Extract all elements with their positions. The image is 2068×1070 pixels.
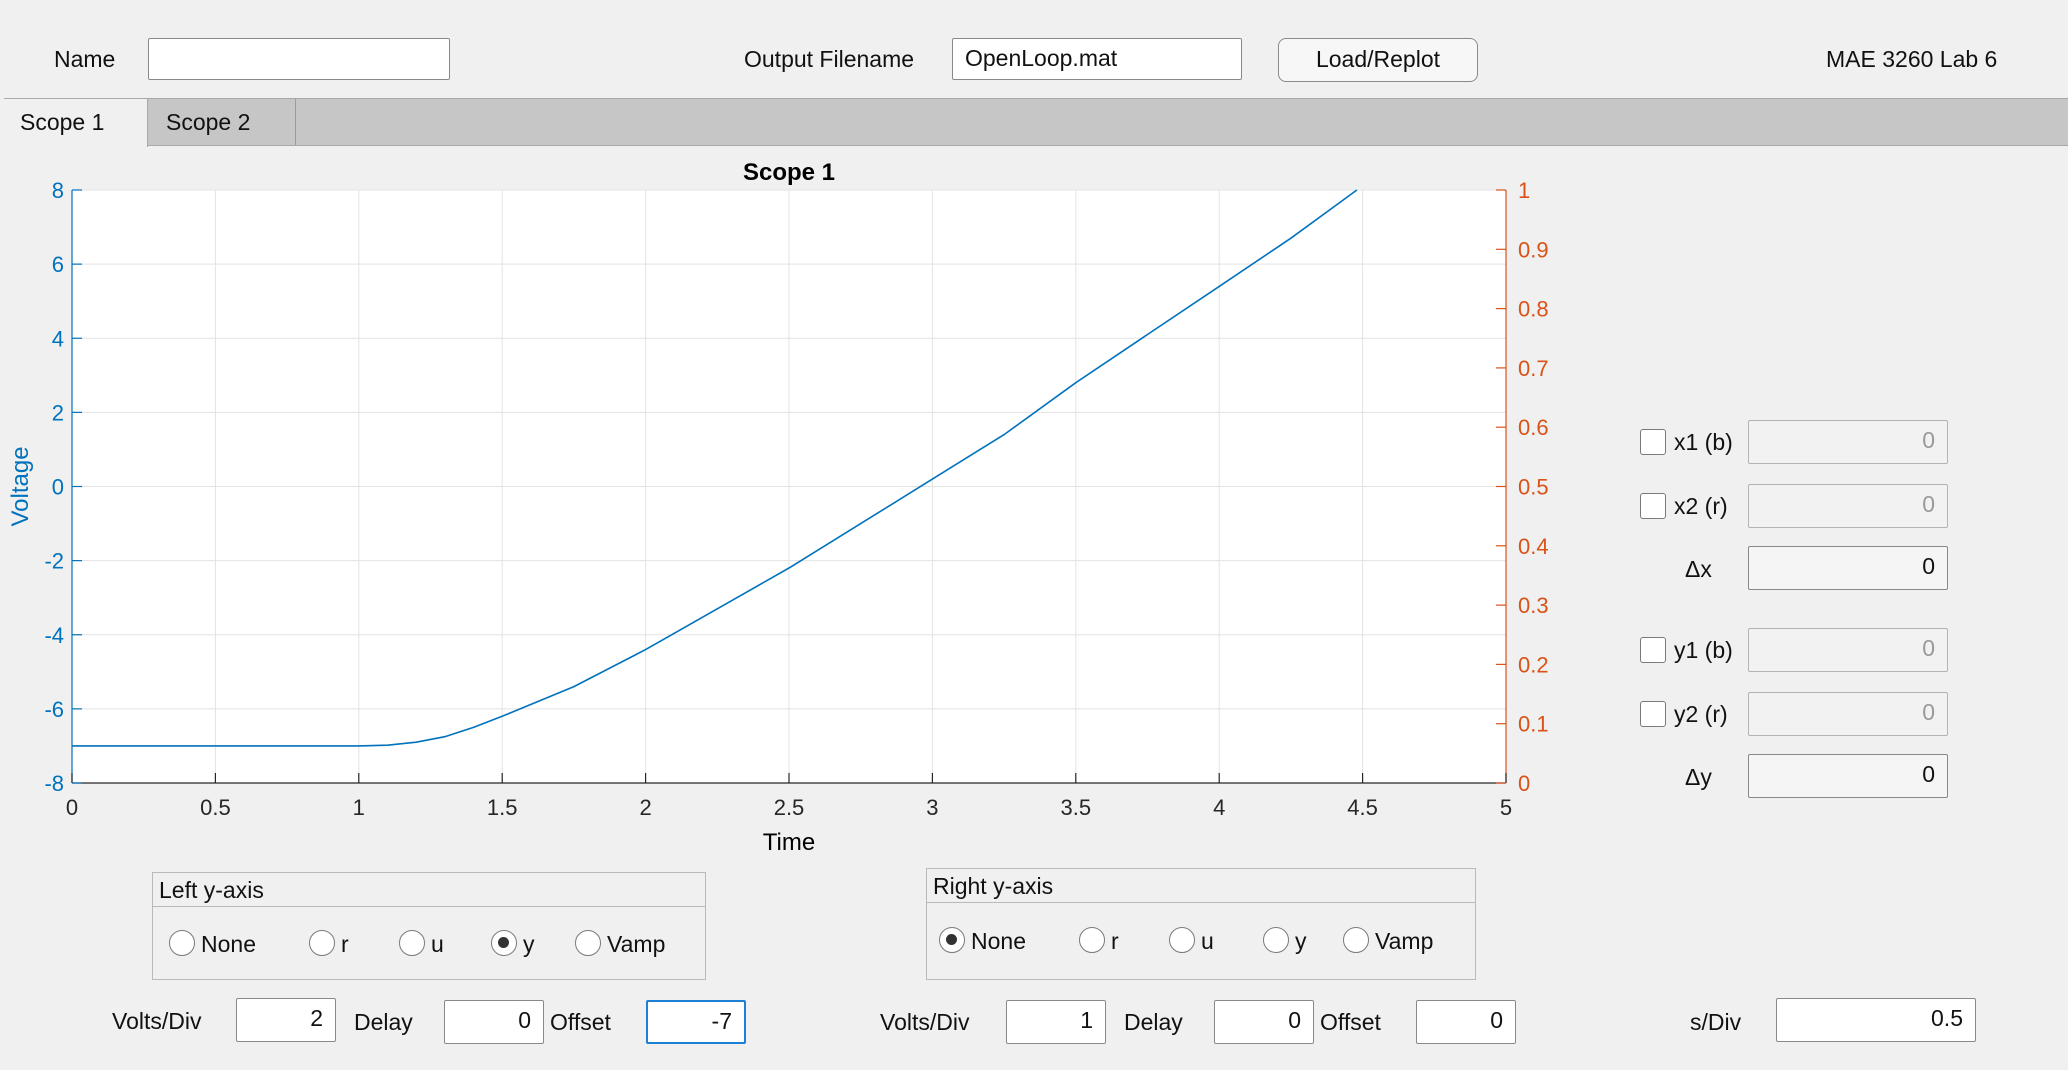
y1-field[interactable]: 0 bbox=[1748, 628, 1948, 672]
right-y-axis-title: Right y-axis bbox=[927, 869, 1475, 903]
right-offset-input[interactable]: 0 bbox=[1416, 1000, 1516, 1044]
right-y-axis-panel: Right y-axis None r u y Vamp bbox=[926, 868, 1476, 980]
right-radio-u-label: u bbox=[1201, 928, 1214, 954]
left-radio-vamp[interactable] bbox=[575, 930, 601, 956]
left-y-tick-label: 8 bbox=[52, 178, 64, 203]
x1-label: x1 (b) bbox=[1674, 429, 1733, 455]
x-tick-label: 2.5 bbox=[774, 795, 805, 820]
right-delay-label: Delay bbox=[1124, 1009, 1183, 1035]
right-radio-r[interactable] bbox=[1079, 927, 1105, 953]
right-radio-r-label: r bbox=[1111, 928, 1119, 954]
right-y-tick-label: 0.9 bbox=[1518, 237, 1549, 262]
left-y-tick-label: 6 bbox=[52, 252, 64, 277]
chart-title: Scope 1 bbox=[743, 159, 835, 186]
x-tick-label: 3.5 bbox=[1061, 795, 1092, 820]
right-y-tick-label: 0.7 bbox=[1518, 356, 1549, 381]
left-radio-none[interactable] bbox=[169, 930, 195, 956]
left-radio-none-label: None bbox=[201, 931, 256, 957]
right-radio-none-label: None bbox=[971, 928, 1026, 954]
series-line-voltage bbox=[72, 189, 1358, 747]
left-volts-div-input[interactable]: 2 bbox=[236, 998, 336, 1042]
s-div-input[interactable]: 0.5 bbox=[1776, 998, 1976, 1042]
delta-y-field: 0 bbox=[1748, 754, 1948, 798]
scope-chart[interactable]: 0 0.5 1 1.5 2 2.5 3 3.5 4 4.5 5 -8 -6 -4 -2 0 2 4 6 8 0 0.1 0.… bbox=[0, 150, 1600, 860]
right-y-tick-label: 0.3 bbox=[1518, 593, 1549, 618]
right-radio-y-label: y bbox=[1295, 928, 1307, 954]
left-offset-label: Offset bbox=[550, 1009, 611, 1035]
x2-field[interactable]: 0 bbox=[1748, 484, 1948, 528]
x-tick-label: 0.5 bbox=[200, 795, 231, 820]
x-tick-label: 0 bbox=[66, 795, 78, 820]
left-y-tick-label: -8 bbox=[44, 771, 64, 796]
x-tick-label: 1 bbox=[353, 795, 365, 820]
right-offset-label: Offset bbox=[1320, 1009, 1381, 1035]
left-y-tick-label: -6 bbox=[44, 697, 64, 722]
left-y-axis-title: Left y-axis bbox=[153, 873, 705, 907]
right-radio-y[interactable] bbox=[1263, 927, 1289, 953]
right-y-tick-label: 1 bbox=[1518, 178, 1530, 203]
output-filename-input[interactable]: OpenLoop.mat bbox=[952, 38, 1242, 80]
delta-y-label: Δy bbox=[1685, 764, 1712, 790]
y2-checkbox[interactable] bbox=[1640, 701, 1666, 727]
x-tick-label: 5 bbox=[1500, 795, 1512, 820]
y1-checkbox[interactable] bbox=[1640, 637, 1666, 663]
left-volts-div-label: Volts/Div bbox=[112, 1008, 202, 1034]
tab-bar: Scope 1 Scope 2 bbox=[4, 98, 2068, 147]
right-radio-vamp[interactable] bbox=[1343, 927, 1369, 953]
left-radio-y[interactable] bbox=[491, 930, 517, 956]
left-y-tick-label: -4 bbox=[44, 623, 64, 648]
left-y-axis-panel: Left y-axis None r u y Vamp bbox=[152, 872, 706, 980]
left-y-tick-label: -2 bbox=[44, 549, 64, 574]
x1-checkbox[interactable] bbox=[1640, 429, 1666, 455]
name-input[interactable] bbox=[148, 38, 450, 80]
right-delay-input[interactable]: 0 bbox=[1214, 1000, 1314, 1044]
x-tick-label: 4 bbox=[1213, 795, 1225, 820]
right-y-tick-label: 0.1 bbox=[1518, 712, 1549, 737]
left-radio-vamp-label: Vamp bbox=[607, 931, 666, 957]
left-radio-r-label: r bbox=[341, 931, 349, 957]
x1-field[interactable]: 0 bbox=[1748, 420, 1948, 464]
x2-label: x2 (r) bbox=[1674, 493, 1728, 519]
delta-x-field: 0 bbox=[1748, 546, 1948, 590]
left-delay-input[interactable]: 0 bbox=[444, 1000, 544, 1044]
right-volts-div-label: Volts/Div bbox=[880, 1009, 970, 1035]
s-div-label: s/Div bbox=[1690, 1009, 1742, 1035]
right-radio-vamp-label: Vamp bbox=[1375, 928, 1434, 954]
tab-scope-2[interactable]: Scope 2 bbox=[150, 99, 296, 145]
left-y-tick-label: 2 bbox=[52, 400, 64, 425]
tab-scope-1[interactable]: Scope 1 bbox=[4, 99, 148, 147]
right-y-tick-label: 0.8 bbox=[1518, 297, 1549, 322]
x-tick-label: 2 bbox=[639, 795, 651, 820]
right-volts-div-input[interactable]: 1 bbox=[1006, 1000, 1106, 1044]
x-tick-label: 4.5 bbox=[1347, 795, 1378, 820]
left-y-tick-label: 4 bbox=[52, 326, 64, 351]
lab-title: MAE 3260 Lab 6 bbox=[1826, 46, 1998, 72]
left-radio-y-label: y bbox=[523, 931, 535, 957]
y2-label: y2 (r) bbox=[1674, 701, 1728, 727]
right-y-tick-label: 0.2 bbox=[1518, 652, 1549, 677]
y1-label: y1 (b) bbox=[1674, 637, 1733, 663]
x-axis-label: Time bbox=[763, 829, 815, 856]
y-axis-label: Voltage bbox=[7, 446, 34, 526]
left-delay-label: Delay bbox=[354, 1009, 413, 1035]
right-radio-u[interactable] bbox=[1169, 927, 1195, 953]
name-label: Name bbox=[54, 46, 116, 72]
left-offset-input[interactable]: -7 bbox=[646, 1000, 746, 1044]
left-y-tick-label: 0 bbox=[52, 475, 64, 500]
right-y-tick-label: 0 bbox=[1518, 771, 1530, 796]
left-radio-r[interactable] bbox=[309, 930, 335, 956]
output-filename-label: Output Filename bbox=[744, 46, 915, 72]
x-tick-label: 3 bbox=[926, 795, 938, 820]
load-replot-button[interactable]: Load/Replot bbox=[1278, 38, 1478, 82]
right-radio-none[interactable] bbox=[939, 927, 965, 953]
delta-x-label: Δx bbox=[1685, 556, 1712, 582]
left-radio-u-label: u bbox=[431, 931, 444, 957]
right-y-tick-label: 0.5 bbox=[1518, 475, 1549, 500]
right-y-tick-label: 0.4 bbox=[1518, 534, 1549, 559]
x2-checkbox[interactable] bbox=[1640, 493, 1666, 519]
y2-field[interactable]: 0 bbox=[1748, 692, 1948, 736]
x-tick-label: 1.5 bbox=[487, 795, 518, 820]
left-radio-u[interactable] bbox=[399, 930, 425, 956]
right-y-tick-label: 0.6 bbox=[1518, 415, 1549, 440]
